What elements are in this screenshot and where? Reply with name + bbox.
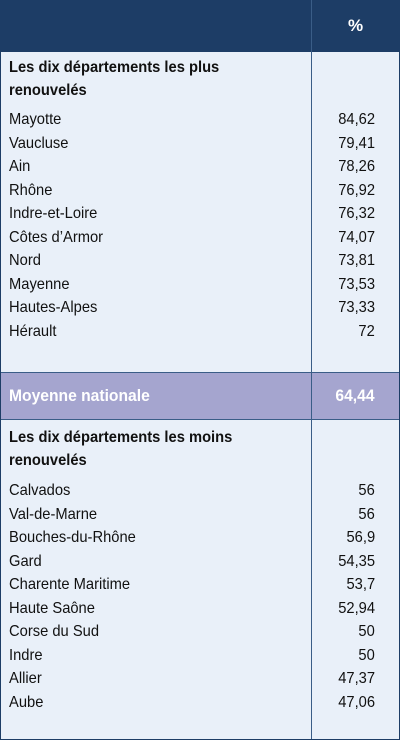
department-name: Nord (9, 252, 41, 269)
department-value: 73,81 (338, 252, 375, 269)
table-row: Rhône 76,92 (1, 179, 399, 203)
top-section-title: Les dix départements les plus renouvelés (9, 59, 220, 99)
table-row: Indre-et-Loire 76,32 (1, 202, 399, 226)
department-value: 56 (358, 505, 375, 523)
table-row: Calvados 56 (1, 479, 399, 503)
department-value: 50 (358, 646, 375, 664)
table-row: Indre 50 (1, 644, 399, 668)
department-value: 76,92 (338, 181, 375, 199)
table-row: Hérault 72 (1, 320, 399, 344)
department-value: 74,07 (338, 228, 375, 246)
table-row: Allier 47,37 (1, 667, 399, 691)
department-name: Mayotte (9, 111, 62, 128)
department-name: Indre-et-Loire (9, 205, 98, 222)
table-row: Haute Saône 52,94 (1, 597, 399, 621)
department-value: 73,33 (338, 299, 375, 316)
department-value: 47,06 (338, 693, 375, 711)
department-name: Charente Maritime (9, 576, 131, 593)
department-value: 76,32 (338, 205, 375, 222)
department-value: 84,62 (338, 111, 375, 128)
department-name: Vaucluse (9, 134, 69, 152)
department-name: Gard (9, 552, 42, 570)
table-row: Gard 54,35 (1, 550, 399, 574)
table-row: Hautes-Alpes 73,33 (1, 296, 399, 320)
table-row: Charente Maritime 53,7 (1, 573, 399, 597)
column-divider (311, 0, 312, 739)
department-name: Bouches-du-Rhône (9, 529, 136, 546)
table-row: Corse du Sud 50 (1, 620, 399, 644)
table-row: Val-de-Marne 56 (1, 503, 399, 527)
table-row: Ain 78,26 (1, 155, 399, 179)
national-average-row: Moyenne nationale 64,44 (1, 372, 399, 420)
department-name: Côtes d’Armor (9, 228, 104, 246)
department-name: Indre (9, 646, 43, 664)
percent-column-header: % (347, 16, 364, 35)
bottom-departments-list: Calvados 56 Val-de-Marne 56 Bouches-du-R… (1, 479, 399, 714)
department-value: 79,41 (338, 134, 375, 152)
table-row: Aube 47,06 (1, 691, 399, 715)
department-name: Mayenne (9, 275, 70, 293)
department-name: Rhône (9, 181, 53, 199)
department-value: 78,26 (338, 158, 375, 175)
department-name: Val-de-Marne (9, 505, 98, 523)
table-row: Bouches-du-Rhône 56,9 (1, 526, 399, 550)
department-name: Haute Saône (9, 599, 95, 617)
table-row: Mayenne 73,53 (1, 273, 399, 297)
department-name: Hautes-Alpes (9, 299, 98, 316)
department-value: 47,37 (338, 670, 375, 687)
national-average-value: 64,44 (335, 386, 375, 405)
department-name: Aube (9, 693, 44, 711)
national-average-label: Moyenne nationale (9, 386, 150, 405)
table-row: Mayotte 84,62 (1, 108, 399, 132)
top-departments-list: Mayotte 84,62 Vaucluse 79,41 Ain 78,26 R… (1, 108, 399, 343)
table-header: % (1, 0, 399, 52)
department-value: 56 (358, 482, 375, 499)
department-value: 50 (358, 623, 375, 640)
department-value: 53,7 (346, 576, 375, 593)
department-value: 56,9 (346, 529, 375, 546)
department-name: Calvados (9, 482, 71, 499)
department-value: 54,35 (338, 552, 375, 570)
table-row: Vaucluse 79,41 (1, 132, 399, 156)
department-value: 72 (358, 322, 375, 340)
bottom-section-title: Les dix départements les moins renouvelé… (9, 429, 233, 469)
department-name: Hérault (9, 322, 57, 340)
department-value: 52,94 (338, 599, 375, 617)
department-name: Corse du Sud (9, 623, 100, 640)
department-name: Ain (9, 158, 31, 175)
department-value: 73,53 (338, 275, 375, 293)
table-row: Côtes d’Armor 74,07 (1, 226, 399, 250)
table-row: Nord 73,81 (1, 249, 399, 273)
department-name: Allier (9, 670, 42, 687)
